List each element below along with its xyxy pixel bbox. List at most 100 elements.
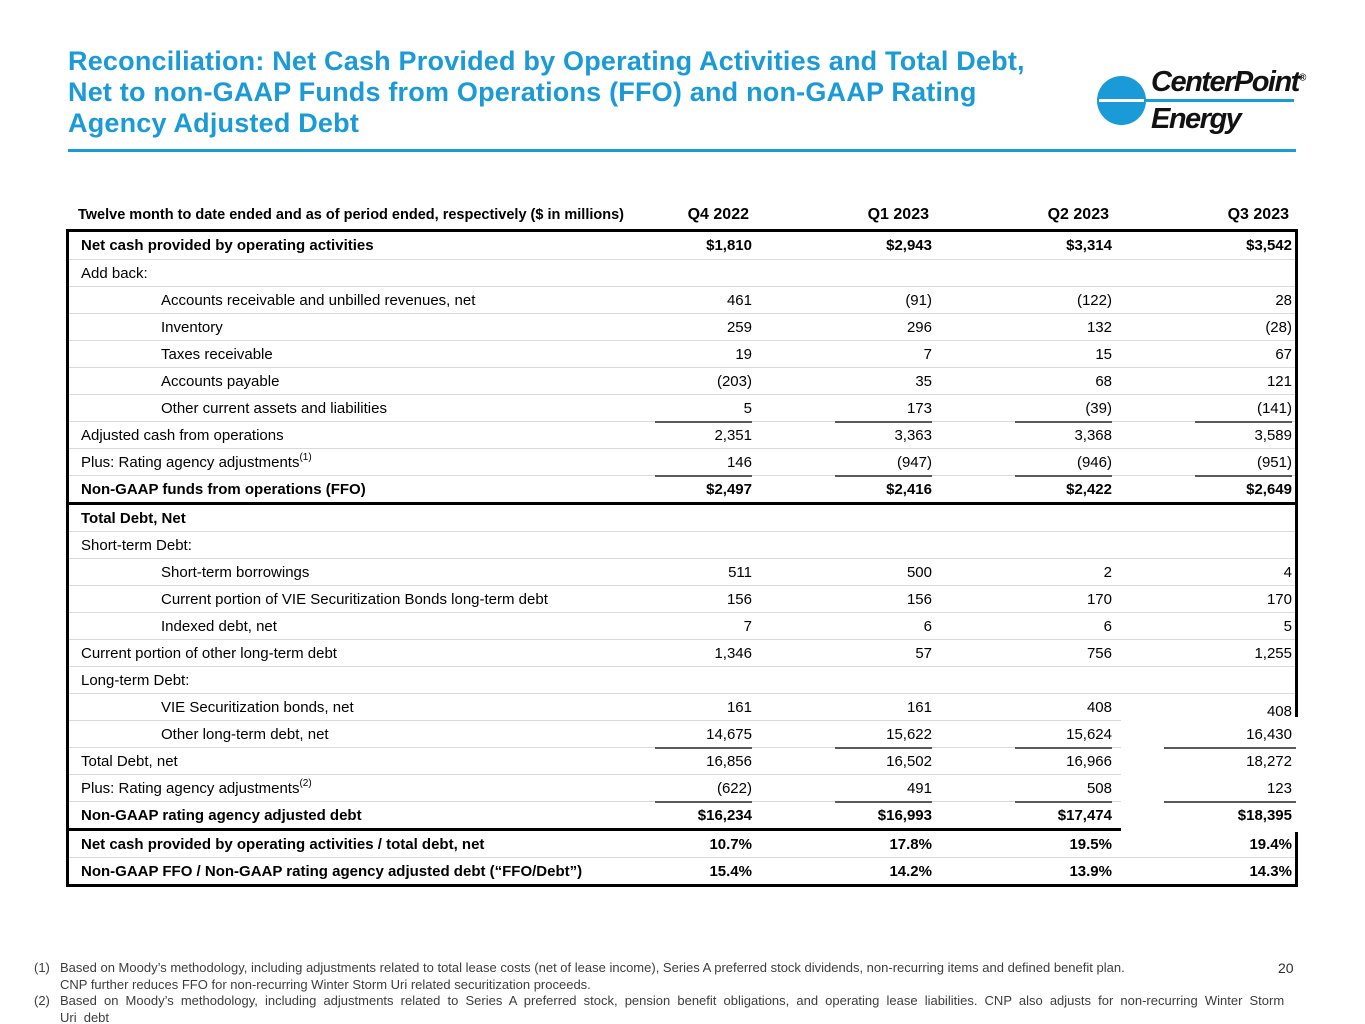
accounting-rule-line bbox=[655, 801, 752, 803]
row-label: Non-GAAP funds from operations (FFO) bbox=[81, 480, 366, 498]
table-row: Inventory 259 296 132 (28) bbox=[69, 313, 1295, 340]
cell-value: 508 bbox=[1086, 779, 1112, 797]
cell-value: 156 bbox=[906, 590, 932, 608]
cell-value: 170 bbox=[1086, 590, 1112, 608]
cell-value bbox=[761, 667, 941, 693]
table-row: Accounts payable (203) 35 68 121 bbox=[69, 367, 1295, 394]
row-label: Other long-term debt, net bbox=[161, 725, 329, 743]
row-label: Short-term borrowings bbox=[161, 563, 310, 581]
cell-value: 5 bbox=[1283, 617, 1292, 635]
cell-value: 18,272 bbox=[1121, 747, 1301, 774]
row-label: Other current assets and liabilities bbox=[161, 399, 387, 417]
cell-value: $3,314 bbox=[1066, 237, 1112, 254]
reconciliation-table-body: Net cash provided by operating activitie… bbox=[66, 229, 1301, 887]
cell-value bbox=[941, 260, 1121, 286]
table-row: Long-term Debt: bbox=[69, 666, 1295, 693]
cell-value: $2,422 bbox=[941, 475, 1121, 502]
footnote: (1) Based on Moody’s methodology, includi… bbox=[34, 960, 1292, 993]
accounting-rule-line bbox=[1015, 421, 1112, 423]
cell-value: 161 bbox=[906, 698, 932, 716]
column-header: Q4 2022 bbox=[687, 205, 749, 223]
table-row: Non-GAAP rating agency adjusted debt $16,… bbox=[69, 801, 1301, 828]
table-row: Add back: bbox=[69, 259, 1295, 286]
row-label: Inventory bbox=[161, 318, 223, 336]
cell-value: 15 bbox=[1095, 345, 1112, 363]
cell-value: 161 bbox=[726, 698, 752, 716]
table-row: Plus: Rating agency adjustments (2) (622) 4… bbox=[69, 774, 1301, 801]
row-label: Indexed debt, net bbox=[161, 617, 277, 635]
cell-value: 2 bbox=[1103, 563, 1112, 581]
table-row: Total Debt, net 16,856 16,502 16,966 18,272 bbox=[69, 747, 1301, 774]
cell-value: 491 bbox=[906, 779, 932, 797]
cell-value: (122) bbox=[1076, 291, 1112, 309]
cell-value: 16,856 bbox=[581, 747, 761, 774]
table-row: Plus: Rating agency adjustments (1) 146 (94… bbox=[69, 448, 1295, 475]
cell-value: (28) bbox=[1265, 318, 1292, 336]
cell-value: 756 bbox=[1086, 644, 1112, 662]
row-label: VIE Securitization bonds, net bbox=[161, 698, 354, 716]
accounting-rule-line bbox=[1195, 421, 1292, 423]
cell-value: 7 bbox=[923, 345, 932, 363]
cell-value: 1,346 bbox=[714, 644, 752, 662]
table-row: Short-term Debt: bbox=[69, 531, 1295, 558]
cell-value: 35 bbox=[915, 372, 932, 390]
footnote-marker: (2) bbox=[34, 993, 50, 1008]
title-divider bbox=[68, 149, 1296, 152]
table-row: Other long-term debt, net 14,675 15,622 15,… bbox=[69, 720, 1301, 747]
cell-value: 511 bbox=[728, 563, 752, 581]
cell-value: 3,363 bbox=[761, 421, 941, 448]
table-row: Current portion of other long-term debt 1… bbox=[69, 639, 1295, 666]
footnote-text: Based on Moody’s methodology, including … bbox=[60, 993, 1285, 1024]
accounting-rule-line bbox=[1164, 801, 1296, 803]
table-row: Net cash provided by operating activitie… bbox=[69, 828, 1295, 857]
table-row: VIE Securitization bonds, net 161 161 408 40… bbox=[69, 693, 1295, 720]
row-label: Net cash provided by operating activitie… bbox=[81, 835, 485, 853]
cell-value: 408 bbox=[1086, 698, 1112, 716]
row-label: Long-term Debt: bbox=[81, 671, 190, 689]
table-row: Non-GAAP FFO / Non-GAAP rating agency ad… bbox=[69, 857, 1295, 884]
row-label: Add back: bbox=[81, 264, 148, 282]
cell-value: $2,649 bbox=[1121, 475, 1301, 502]
cell-value: 6 bbox=[923, 617, 932, 635]
cell-value: 170 bbox=[1266, 590, 1292, 608]
registered-mark: ® bbox=[1298, 72, 1307, 84]
cell-value: $2,416 bbox=[761, 475, 941, 502]
table-row: Net cash provided by operating activitie… bbox=[69, 232, 1295, 259]
cell-value: (951) bbox=[1256, 453, 1292, 471]
cell-value: 7 bbox=[743, 617, 752, 635]
cell-value bbox=[941, 667, 1121, 693]
cell-value bbox=[761, 505, 941, 531]
cell-value: (91) bbox=[905, 291, 932, 309]
cell-value: 132 bbox=[1086, 318, 1112, 336]
table-header-label: Twelve month to date ended and as of per… bbox=[78, 206, 625, 223]
row-label: Net cash provided by operating activitie… bbox=[81, 237, 374, 254]
accounting-rule-line bbox=[1015, 475, 1112, 477]
cell-value: 14,675 bbox=[706, 725, 752, 743]
logo-brand-bottom: Energy bbox=[1151, 103, 1242, 135]
cell-value: (622) bbox=[716, 779, 752, 797]
table-header-row: Twelve month to date ended and as of per… bbox=[66, 201, 1298, 228]
column-header: Q1 2023 bbox=[867, 205, 929, 223]
cell-value: 28 bbox=[1275, 291, 1292, 309]
table-row: Accounts receivable and unbilled revenue… bbox=[69, 286, 1295, 313]
cell-value: 16,502 bbox=[761, 747, 941, 774]
cell-value: 14.3% bbox=[1249, 862, 1292, 880]
row-label: Accounts payable bbox=[161, 372, 280, 390]
cell-value bbox=[1121, 532, 1301, 558]
row-label: Non-GAAP FFO / Non-GAAP rating agency ad… bbox=[81, 862, 583, 880]
cell-value: 19.4% bbox=[1249, 835, 1292, 853]
cell-value: 461 bbox=[726, 291, 752, 309]
row-label: Current portion of other long-term debt bbox=[81, 644, 337, 662]
cell-value: $1,810 bbox=[706, 237, 752, 254]
cell-value: 67 bbox=[1275, 345, 1292, 363]
column-header: Q3 2023 bbox=[1227, 205, 1289, 223]
cell-value: 4 bbox=[1283, 563, 1292, 581]
cell-value: $2,497 bbox=[581, 475, 761, 502]
cell-value bbox=[761, 260, 941, 286]
row-label: Short-term Debt: bbox=[81, 536, 192, 554]
cell-value: $2,943 bbox=[886, 237, 932, 254]
accounting-rule-line bbox=[835, 801, 932, 803]
cell-value: 121 bbox=[1266, 372, 1292, 390]
footnote-marker: (1) bbox=[34, 960, 50, 975]
